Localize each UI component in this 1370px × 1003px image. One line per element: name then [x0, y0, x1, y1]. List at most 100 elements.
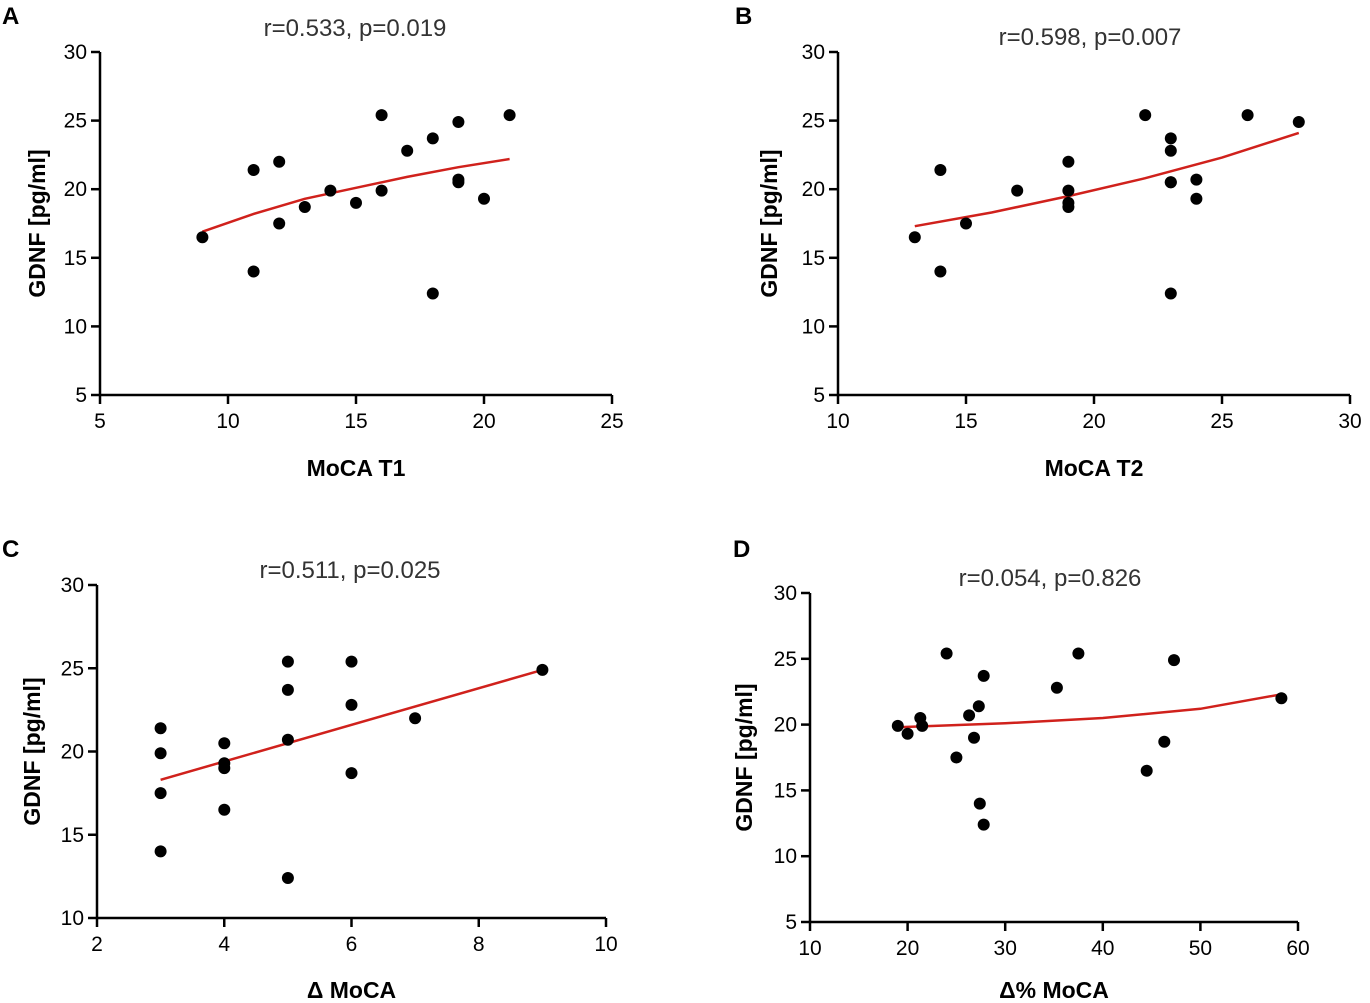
panel-c-data-point	[345, 655, 358, 668]
panel-a-data-point	[247, 265, 260, 278]
panel-a-data-point	[350, 196, 362, 209]
panel-c-data-point	[536, 663, 549, 676]
panel-a-x-axis-title: MoCA T1	[307, 455, 406, 481]
panel-c-y-tick-label: 15	[61, 824, 84, 847]
panel-c-data-point	[281, 733, 294, 746]
panel-c-stat-title: r=0.511, p=0.025	[259, 557, 440, 584]
panel-a-y-tick-label: 25	[64, 110, 87, 133]
panel-a-y-tick-label: 5	[75, 384, 87, 407]
panel-a-data-point	[298, 201, 311, 213]
panel-d-data-point	[1140, 764, 1153, 777]
panel-c-data-point	[154, 787, 167, 800]
panel-b-x-tick-label: 10	[826, 410, 849, 433]
panel-c-x-tick-label: 4	[218, 933, 230, 956]
panel-a-y-tick-label: 10	[64, 315, 87, 338]
panel-b-data-point	[1164, 287, 1177, 300]
panel-b-data-point	[1164, 132, 1177, 145]
panel-d-x-tick-label: 50	[1189, 937, 1212, 960]
panel-d-stat-title: r=0.054, p=0.826	[959, 565, 1142, 592]
panel-d-data-point	[901, 727, 914, 740]
panel-d-data-point	[891, 719, 904, 732]
panel-b-data-point	[1011, 184, 1024, 197]
panel-c-y-tick-label: 25	[61, 657, 84, 680]
panel-b-letter: B	[735, 3, 752, 30]
panel-a-letter: A	[2, 3, 19, 30]
panel-d-y-tick-label: 30	[774, 582, 797, 605]
panel-d-letter: D	[733, 536, 750, 563]
panel-a-data-point	[452, 116, 465, 128]
panel-c-data-point	[281, 872, 294, 884]
panel-b-data-point	[934, 164, 947, 176]
panel-d-y-tick-label: 10	[774, 845, 797, 868]
panel-b-y-axis-title: GDNF [pg/ml]	[756, 149, 782, 297]
panel-a-data-point	[375, 109, 388, 122]
panel-c-data-point	[409, 712, 422, 725]
panel-a-x-tick-label: 25	[600, 410, 623, 433]
panel-b-data-point	[1062, 201, 1075, 213]
panel-d-data-point	[916, 719, 929, 732]
panel-a-data-point	[401, 144, 414, 157]
panel-c-x-tick-label: 6	[346, 933, 358, 956]
panel-a-y-tick-label: 20	[64, 178, 87, 201]
panel-c-data-point	[281, 655, 294, 668]
panel-a-data-point	[426, 132, 439, 145]
panel-c-data-point	[345, 698, 358, 711]
panel-c-data-point	[218, 762, 231, 775]
panel-d-x-axis-title: Δ% MoCA	[999, 977, 1109, 1003]
panel-c-data-point	[154, 722, 167, 735]
panel-c-fit-line	[160, 668, 543, 782]
panel-d-data-point	[977, 818, 990, 831]
panel-c-y-tick-label: 10	[61, 907, 84, 930]
panel-d-y-tick-label: 25	[774, 648, 797, 671]
panel-b-y-tick-label: 20	[802, 178, 825, 201]
panel-b-data-point	[1062, 155, 1075, 168]
panel-c-letter: C	[2, 536, 19, 563]
panel-d-data-point	[1168, 654, 1180, 667]
panel-d-fit-line	[897, 693, 1282, 729]
panel-c-data-point	[154, 747, 167, 760]
panel-d-data-point	[968, 731, 980, 744]
panel-a-x-tick-label: 10	[216, 410, 239, 433]
panel-d-data-point	[940, 647, 953, 660]
panel-a-data-point	[503, 109, 516, 122]
panel-d-x-tick-label: 20	[896, 937, 919, 960]
panel-a-data-point	[426, 287, 439, 300]
panel-a-stat-title: r=0.533, p=0.019	[264, 15, 447, 42]
panel-d-data-point	[977, 669, 990, 682]
panel-b-data-point	[1241, 109, 1254, 122]
panel-b-data-point	[1190, 173, 1203, 186]
panel-a-y-axis-title: GDNF [pg/ml]	[24, 149, 50, 297]
panel-b-data-point	[908, 231, 921, 244]
panel-b-x-tick-label: 25	[1210, 410, 1233, 433]
panel-c-data-point	[154, 845, 167, 858]
panel-a-x-tick-label: 15	[344, 410, 367, 433]
panel-d-data-point	[973, 797, 986, 810]
panel-b-y-tick-label: 10	[802, 315, 825, 338]
panel-c-y-tick-label: 20	[61, 741, 84, 764]
panel-c-y-tick-label: 30	[61, 574, 84, 597]
panel-b-y-tick-label: 30	[802, 41, 825, 64]
panel-d-y-tick-label: 5	[785, 911, 797, 934]
panel-d-data-point	[1275, 692, 1288, 705]
panel-d-x-tick-label: 40	[1091, 937, 1114, 960]
panel-b-data-point	[1164, 144, 1177, 157]
panel-a-data-point	[452, 173, 465, 186]
panel-d-data-point	[1050, 681, 1063, 694]
panel-b-data-point	[1292, 116, 1305, 128]
panel-d-x-tick-label: 30	[994, 937, 1017, 960]
panel-c-x-axis-title: Δ MoCA	[307, 977, 396, 1003]
panel-c-data-point	[218, 737, 231, 750]
panel-b-y-tick-label: 5	[813, 384, 825, 407]
panel-d-data-point	[1158, 735, 1171, 748]
panel-b-data-point	[1139, 109, 1152, 122]
panel-c-x-tick-label: 10	[594, 933, 617, 956]
panel-c-data-point	[218, 803, 231, 816]
panel-a-data-point	[324, 184, 337, 197]
panel-b-data-point	[960, 217, 972, 230]
panel-a-data-point	[375, 184, 388, 197]
panel-c-x-tick-label: 8	[473, 933, 485, 956]
panel-d-x-tick-label: 10	[798, 937, 821, 960]
panel-d-data-point	[972, 700, 985, 713]
panel-a-y-tick-label: 15	[64, 247, 87, 270]
